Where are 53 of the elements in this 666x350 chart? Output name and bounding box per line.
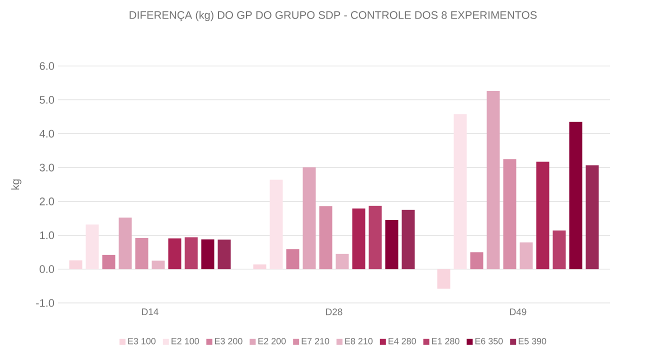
bar [336, 254, 349, 270]
legend-label: E5 390 [518, 338, 546, 344]
legend-label: E1 280 [432, 338, 460, 344]
bar [569, 122, 582, 270]
legend-label: E3 100 [128, 338, 156, 344]
bar [402, 210, 415, 270]
y-axis-title: kg [11, 180, 22, 190]
y-tick-label: 5.0 [40, 96, 54, 104]
bar [253, 264, 266, 270]
bar [368, 206, 382, 270]
bar [102, 255, 116, 270]
bar [437, 269, 450, 289]
y-tick-label: 4.0 [40, 130, 54, 138]
legend-label: E4 280 [388, 338, 416, 344]
bar [552, 230, 566, 270]
y-tick-label: -1.0 [36, 299, 54, 308]
bar [586, 165, 599, 270]
legend-label: E3 200 [215, 338, 242, 344]
bar [218, 240, 231, 270]
x-tick-label: D49 [510, 308, 526, 316]
bar [86, 224, 99, 270]
x-tick-label: D14 [142, 308, 158, 316]
bar [184, 237, 198, 270]
bar [503, 159, 516, 270]
bar [302, 167, 316, 270]
bar [454, 114, 467, 270]
y-tick-label: 6.0 [40, 62, 54, 70]
legend-label: E6 350 [475, 338, 503, 344]
legend-label: E7 210 [302, 338, 330, 344]
bar [470, 252, 484, 270]
legend-label: E2 100 [172, 338, 199, 344]
x-tick-label: D28 [326, 308, 342, 316]
bar [385, 220, 398, 270]
bar [168, 238, 182, 270]
bar [486, 91, 500, 270]
y-tick-label: 2.0 [40, 198, 54, 206]
chart-title: DIFERENÇA (kg) DO GP DO GRUPO SDP - CONTROLE DOS 8 EXPERIMENTOS [130, 11, 537, 22]
bar [69, 260, 82, 270]
legend-label: E2 200 [258, 338, 286, 344]
y-tick-label: 1.0 [40, 232, 54, 240]
bar [270, 180, 283, 270]
legend-label: E8 210 [345, 338, 373, 344]
y-tick-label: 0.0 [40, 265, 54, 274]
bar [286, 249, 300, 270]
bar [520, 242, 533, 270]
y-tick-label: 3.0 [40, 164, 54, 172]
bar [352, 208, 366, 270]
bar [201, 239, 214, 270]
bar [536, 162, 550, 270]
bar [118, 218, 132, 270]
bar [152, 260, 165, 270]
bar [319, 206, 332, 270]
bar [135, 238, 148, 270]
